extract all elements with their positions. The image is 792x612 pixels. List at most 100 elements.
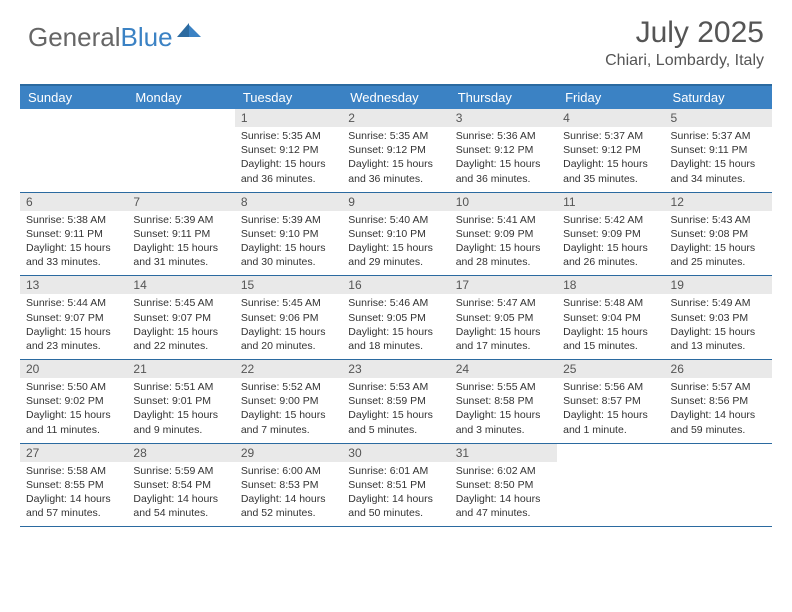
daylight-text: Daylight: 15 hours and 25 minutes. [671, 241, 766, 269]
sunset-text: Sunset: 9:10 PM [241, 227, 336, 241]
day-info: Sunrise: 5:43 AMSunset: 9:08 PMDaylight:… [665, 211, 772, 270]
daylight-text: Daylight: 15 hours and 9 minutes. [133, 408, 228, 436]
day-number: 15 [235, 276, 342, 294]
day-number: 20 [20, 360, 127, 378]
day-info: Sunrise: 5:59 AMSunset: 8:54 PMDaylight:… [127, 462, 234, 521]
day-number: 31 [450, 444, 557, 462]
day-info: Sunrise: 5:46 AMSunset: 9:05 PMDaylight:… [342, 294, 449, 353]
day-number: 1 [235, 109, 342, 127]
daylight-text: Daylight: 15 hours and 15 minutes. [563, 325, 658, 353]
day-number: 23 [342, 360, 449, 378]
day-info: Sunrise: 5:39 AMSunset: 9:11 PMDaylight:… [127, 211, 234, 270]
sunrise-text: Sunrise: 5:58 AM [26, 464, 121, 478]
day-number: 21 [127, 360, 234, 378]
daylight-text: Daylight: 14 hours and 52 minutes. [241, 492, 336, 520]
sunrise-text: Sunrise: 5:35 AM [241, 129, 336, 143]
daylight-text: Daylight: 14 hours and 57 minutes. [26, 492, 121, 520]
day-cell: 31Sunrise: 6:02 AMSunset: 8:50 PMDayligh… [450, 444, 557, 527]
sunset-text: Sunset: 9:12 PM [241, 143, 336, 157]
day-cell: 2Sunrise: 5:35 AMSunset: 9:12 PMDaylight… [342, 109, 449, 192]
day-cell: 27 Sunrise: 5:58 AMSunset: 8:55 PMDayligh… [20, 444, 127, 527]
day-cell: 12Sunrise: 5:43 AMSunset: 9:08 PMDayligh… [665, 193, 772, 276]
sunrise-text: Sunrise: 5:59 AM [133, 464, 228, 478]
day-info: Sunrise: 5:44 AMSunset: 9:07 PMDaylight:… [20, 294, 127, 353]
day-info: Sunrise: 5:51 AMSunset: 9:01 PMDaylight:… [127, 378, 234, 437]
day-number: 30 [342, 444, 449, 462]
day-info: Sunrise: 5:36 AMSunset: 9:12 PMDaylight:… [450, 127, 557, 186]
day-info: Sunrise: 5:50 AMSunset: 9:02 PMDaylight:… [20, 378, 127, 437]
day-info: Sunrise: 6:02 AMSunset: 8:50 PMDaylight:… [450, 462, 557, 521]
daylight-text: Daylight: 15 hours and 13 minutes. [671, 325, 766, 353]
day-number: 4 [557, 109, 664, 127]
daylight-text: Daylight: 14 hours and 54 minutes. [133, 492, 228, 520]
day-info: Sunrise: 5:55 AMSunset: 8:58 PMDaylight:… [450, 378, 557, 437]
day-info: Sunrise: 5:35 AMSunset: 9:12 PMDaylight:… [342, 127, 449, 186]
day-number: 28 [127, 444, 234, 462]
daylight-text: Daylight: 15 hours and 1 minute. [563, 408, 658, 436]
day-cell: 20Sunrise: 5:50 AMSunset: 9:02 PMDayligh… [20, 360, 127, 443]
day-cell: 11Sunrise: 5:42 AMSunset: 9:09 PMDayligh… [557, 193, 664, 276]
sunset-text: Sunset: 9:09 PM [563, 227, 658, 241]
day-cell: 14Sunrise: 5:45 AMSunset: 9:07 PMDayligh… [127, 276, 234, 359]
sunrise-text: Sunrise: 5:40 AM [348, 213, 443, 227]
day-number: 2 [342, 109, 449, 127]
sunrise-text: Sunrise: 5:49 AM [671, 296, 766, 310]
sunrise-text: Sunrise: 5:37 AM [671, 129, 766, 143]
day-cell: 18Sunrise: 5:48 AMSunset: 9:04 PMDayligh… [557, 276, 664, 359]
day-number: 16 [342, 276, 449, 294]
sunset-text: Sunset: 8:55 PM [26, 478, 121, 492]
sunrise-text: Sunrise: 5:45 AM [241, 296, 336, 310]
day-cell: 26Sunrise: 5:57 AMSunset: 8:56 PMDayligh… [665, 360, 772, 443]
day-number: 18 [557, 276, 664, 294]
day-cell: 5Sunrise: 5:37 AMSunset: 9:11 PMDaylight… [665, 109, 772, 192]
sunset-text: Sunset: 9:03 PM [671, 311, 766, 325]
flag-icon [177, 23, 203, 46]
day-header-row: Sunday Monday Tuesday Wednesday Thursday… [20, 86, 772, 109]
daylight-text: Daylight: 15 hours and 28 minutes. [456, 241, 551, 269]
daylight-text: Daylight: 15 hours and 3 minutes. [456, 408, 551, 436]
day-number: 7 [127, 193, 234, 211]
daylight-text: Daylight: 15 hours and 36 minutes. [348, 157, 443, 185]
day-number: 17 [450, 276, 557, 294]
day-info: Sunrise: 5:38 AMSunset: 9:11 PMDaylight:… [20, 211, 127, 270]
sunset-text: Sunset: 9:12 PM [348, 143, 443, 157]
sunset-text: Sunset: 8:57 PM [563, 394, 658, 408]
page-header: GeneralBlue July 2025 Chiari, Lombardy, … [0, 0, 792, 78]
daylight-text: Daylight: 15 hours and 34 minutes. [671, 157, 766, 185]
daylight-text: Daylight: 15 hours and 22 minutes. [133, 325, 228, 353]
day-cell: 9Sunrise: 5:40 AMSunset: 9:10 PMDaylight… [342, 193, 449, 276]
sunrise-text: Sunrise: 5:38 AM [26, 213, 121, 227]
sunrise-text: Sunrise: 5:39 AM [133, 213, 228, 227]
sunset-text: Sunset: 9:12 PM [563, 143, 658, 157]
day-number: 19 [665, 276, 772, 294]
sunset-text: Sunset: 9:10 PM [348, 227, 443, 241]
sunrise-text: Sunrise: 5:44 AM [26, 296, 121, 310]
title-block: July 2025 Chiari, Lombardy, Italy [605, 16, 764, 70]
day-header: Thursday [450, 86, 557, 109]
sunset-text: Sunset: 8:56 PM [671, 394, 766, 408]
sunrise-text: Sunrise: 5:47 AM [456, 296, 551, 310]
sunset-text: Sunset: 9:01 PM [133, 394, 228, 408]
day-number: 14 [127, 276, 234, 294]
day-number: 27 [20, 444, 127, 462]
sunrise-text: Sunrise: 6:00 AM [241, 464, 336, 478]
sunrise-text: Sunrise: 5:46 AM [348, 296, 443, 310]
day-number: 26 [665, 360, 772, 378]
brand-part2: Blue [121, 22, 173, 52]
daylight-text: Daylight: 15 hours and 7 minutes. [241, 408, 336, 436]
day-info: Sunrise: 5:40 AMSunset: 9:10 PMDaylight:… [342, 211, 449, 270]
day-cell: 3Sunrise: 5:36 AMSunset: 9:12 PMDaylight… [450, 109, 557, 192]
sunset-text: Sunset: 9:07 PM [133, 311, 228, 325]
sunrise-text: Sunrise: 5:51 AM [133, 380, 228, 394]
sunset-text: Sunset: 9:02 PM [26, 394, 121, 408]
day-info: Sunrise: 5:42 AMSunset: 9:09 PMDaylight:… [557, 211, 664, 270]
daylight-text: Daylight: 14 hours and 47 minutes. [456, 492, 551, 520]
week-row: 6Sunrise: 5:38 AMSunset: 9:11 PMDaylight… [20, 193, 772, 277]
month-title: July 2025 [605, 16, 764, 50]
sunrise-text: Sunrise: 5:41 AM [456, 213, 551, 227]
day-cell: 23Sunrise: 5:53 AMSunset: 8:59 PMDayligh… [342, 360, 449, 443]
daylight-text: Daylight: 15 hours and 36 minutes. [241, 157, 336, 185]
day-number: 6 [20, 193, 127, 211]
day-info: Sunrise: 5:53 AMSunset: 8:59 PMDaylight:… [342, 378, 449, 437]
sunset-text: Sunset: 8:58 PM [456, 394, 551, 408]
